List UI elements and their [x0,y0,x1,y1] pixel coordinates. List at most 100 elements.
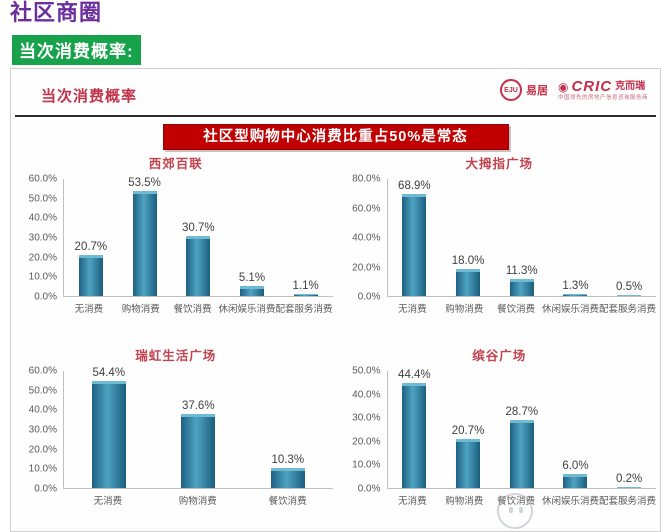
bar-value-label: 18.0% [451,255,485,268]
chart-title: 西郊百联 [148,157,203,171]
bar [181,414,216,488]
bar [293,293,318,296]
y-tick-label: 20.0% [28,444,57,456]
y-tick-label: 20.0% [28,252,57,264]
y-tick-label: 40.0% [352,389,381,401]
smiley-watermark-icon [497,493,533,529]
bar-value-label: 1.1% [292,279,319,292]
x-category-label: 休闲娱乐消费 [541,304,599,315]
bar [132,190,157,296]
bar-value-label: 44.4% [398,369,431,382]
eju-circle-icon: EJU [499,79,522,102]
eju-name: 易居 [525,85,548,98]
x-axis-labels: 无消费 购物消费 餐饮消费 休闲娱乐消费 配套服务消费 [63,301,333,315]
cric-name: CRIC [571,78,613,95]
bar-slot: 68.9% [388,180,442,296]
bar [456,269,481,296]
bar-slot: 18.0% [441,255,495,296]
bar [563,473,588,488]
bar-slot: 6.0% [549,460,603,488]
y-tick-label: 60.0% [28,173,57,185]
y-tick-label: 30.0% [28,424,57,436]
page-title: 社区商圈 [10,0,103,25]
y-tick-label: 40.0% [28,404,57,416]
slide: 当次消费概率 EJU 易居 ◉ CRIC 克而瑞 中国领先的房地产信息咨询服务商… [10,68,661,532]
bar-slot: 5.1% [225,272,279,296]
cric-tagline: 中国领先的房地产信息咨询服务商 [557,95,648,101]
y-tick-label: 10.0% [352,459,381,471]
brand-logos: EJU 易居 ◉ CRIC 克而瑞 中国领先的房地产信息咨询服务商 [499,79,648,102]
y-tick-label: 0.0% [34,291,57,303]
x-category-label: 无消费 [74,304,104,315]
bar-value-label: 37.6% [181,400,215,413]
header-divider [15,115,656,117]
bar-value-label: 20.7% [451,425,485,438]
bar [617,295,642,296]
y-tick-label: 50.0% [352,365,381,377]
cric-suffix: 克而瑞 [615,80,646,92]
x-category-label: 无消费 [93,496,123,507]
x-category-label: 配套服务消费 [599,304,657,315]
y-tick-label: 10.0% [28,463,57,475]
cric-eye-icon: ◉ [557,79,569,94]
bar [617,487,642,488]
bar-value-label: 10.3% [271,453,305,466]
chart-title: 瑞虹生活广场 [135,349,217,363]
bar-value-label: 1.3% [562,280,589,293]
y-axis: 80.0% 60.0% 40.0% 20.0% 0.0% [343,174,387,303]
bar-value-label: 11.3% [505,265,538,278]
x-axis-labels: 无消费 购物消费 餐饮消费 休闲娱乐消费 配套服务消费 [387,301,657,315]
bar-slot: 20.7% [441,425,495,488]
bar-slot: 54.4% [64,367,154,488]
bar-value-label: 0.5% [616,281,643,293]
bar [509,420,534,488]
eju-logo: EJU 易居 [499,79,548,102]
x-category-label: 购物消费 [445,496,484,507]
x-category-label: 购物消费 [121,304,160,315]
y-tick-label: 60.0% [28,365,57,377]
bar [563,294,588,296]
y-tick-label: 0.0% [357,291,381,303]
plot-area: 20.7% 53.5% 30.7% 5.1% 1.1% [63,177,333,297]
x-category-label: 无消费 [398,496,427,507]
chart-bingu-plaza: 缤谷广场 50.0% 40.0% 30.0% 20.0% 10.0% 0.0% 44.4%… [343,347,657,515]
y-tick-label: 60.0% [352,203,381,214]
chart-xijiao-bailian: 西郊百联 60.0% 50.0% 40.0% 30.0% 20.0% 10.0% 0.0% … [19,155,333,323]
y-tick-label: 50.0% [28,385,57,397]
x-category-label: 休闲娱乐消费 [218,304,276,315]
y-axis: 60.0% 50.0% 40.0% 30.0% 20.0% 10.0% 0.0% [19,366,63,495]
bar-slot: 28.7% [495,406,549,488]
bar-slot: 1.3% [549,280,603,296]
x-axis-labels: 无消费 购物消费 餐饮消费 [63,493,333,507]
bar-slot: 20.7% [64,241,118,296]
bar [402,194,427,296]
bar-value-label: 0.2% [616,473,643,485]
y-tick-label: 40.0% [352,232,381,244]
plot-area: 68.9% 18.0% 11.3% 1.3% 0.5% [386,179,656,297]
plot-area: 44.4% 20.7% 28.7% 6.0% 0.2% [386,369,656,489]
x-category-label: 配套服务消费 [599,496,657,507]
y-tick-label: 80.0% [352,173,381,185]
y-tick-label: 30.0% [28,232,57,244]
x-category-label: 餐饮消费 [497,304,536,315]
chart-title: 大拇指广场 [465,157,533,171]
y-tick-label: 20.0% [352,436,381,448]
x-category-label: 休闲娱乐消费 [541,496,599,507]
x-category-label: 餐饮消费 [173,304,212,315]
cric-logo: ◉ CRIC 克而瑞 中国领先的房地产信息咨询服务商 [558,79,648,102]
bar-slot: 0.5% [602,281,656,296]
y-tick-label: 30.0% [352,412,381,424]
bar-value-label: 54.4% [92,367,126,380]
plot-area: 54.4% 37.6% 10.3% [63,367,333,489]
bar-value-label: 30.7% [181,221,215,234]
bar-value-label: 20.7% [74,241,108,254]
x-category-label: 购物消费 [445,304,484,315]
x-category-label: 配套服务消费 [275,304,333,315]
bar [402,383,427,488]
bar-value-label: 28.7% [505,406,539,419]
bar-slot: 44.4% [388,369,442,488]
y-tick-label: 20.0% [352,262,381,273]
chart-damuzhi-plaza: 大拇指广场 80.0% 60.0% 40.0% 20.0% 0.0% 68.9% 18.0… [343,155,657,323]
y-tick-label: 10.0% [28,271,57,283]
page-subtitle: 当次消费概率: [12,35,141,65]
